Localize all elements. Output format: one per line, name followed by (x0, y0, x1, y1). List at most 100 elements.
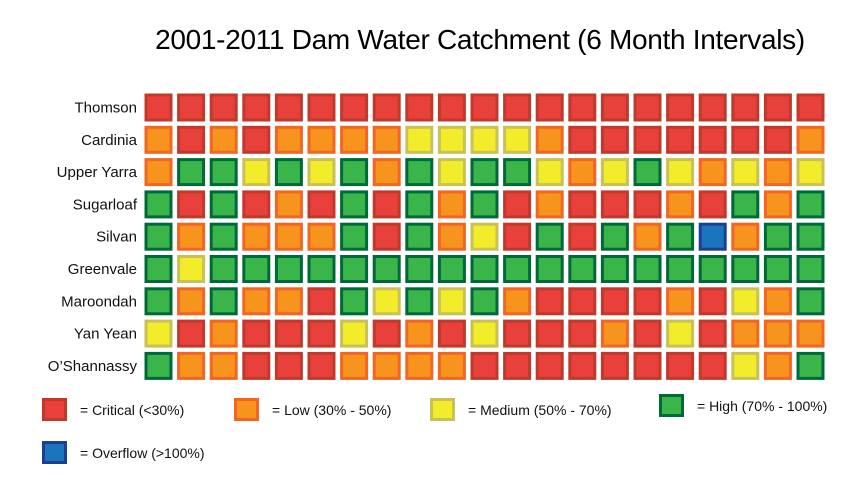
heatmap-cell (242, 158, 271, 187)
heatmap-cell (307, 190, 336, 219)
legend-swatch-low (234, 398, 259, 421)
heatmap-cell (600, 287, 629, 316)
legend-label-overflow: = Overflow (>100%) (80, 444, 205, 461)
heatmap-cell (763, 319, 792, 348)
heatmap-cell (666, 255, 695, 283)
heatmap-cell (535, 125, 564, 154)
heatmap-cell (535, 158, 564, 187)
heatmap-cell (274, 125, 303, 154)
heatmap-cell (340, 287, 369, 316)
heatmap-cell (437, 255, 466, 283)
heatmap-cell (405, 158, 434, 187)
heatmap-cell (274, 287, 303, 316)
heatmap-cell (568, 319, 597, 348)
heatmap-cell (470, 125, 499, 154)
heatmap-cell (666, 319, 695, 348)
heatmap-cell (731, 158, 760, 187)
heatmap-cell (698, 255, 727, 283)
heatmap-cell (274, 319, 303, 348)
heatmap-cell (698, 351, 727, 380)
heatmap-cell (144, 351, 173, 380)
heatmap-cell (796, 351, 825, 380)
heatmap-cell (437, 125, 466, 154)
heatmap-cell (731, 287, 760, 316)
heatmap-cell (698, 125, 727, 154)
heatmap-cell (470, 351, 499, 380)
heatmap-cell (568, 255, 597, 283)
heatmap-cell (666, 190, 695, 219)
heatmap-cell (405, 319, 434, 348)
heatmap-cell (503, 190, 532, 219)
heatmap-cell (144, 287, 173, 316)
heatmap-cell (763, 222, 792, 251)
heatmap-cell (274, 255, 303, 283)
heatmap-cell (633, 255, 662, 283)
heatmap-cell (340, 125, 369, 154)
heatmap-cell (731, 255, 760, 283)
heatmap-cell (372, 319, 401, 348)
heatmap-cell (731, 222, 760, 251)
heatmap-cell (372, 351, 401, 380)
heatmap-cell (568, 93, 597, 122)
heatmap-cell (274, 351, 303, 380)
heatmap-cell (405, 222, 434, 251)
heatmap-cell (503, 158, 532, 187)
heatmap-cell (144, 93, 173, 122)
heatmap-cell (731, 93, 760, 122)
legend-item-medium: = Medium (50% - 70%) (430, 398, 612, 421)
heatmap-cell (731, 319, 760, 348)
heatmap-cell (274, 190, 303, 219)
heatmap-cell (763, 190, 792, 219)
heatmap-cell (209, 287, 238, 316)
heatmap-cell (470, 158, 499, 187)
heatmap-cell (242, 190, 271, 219)
heatmap-cell (307, 255, 336, 283)
heatmap-cell (405, 287, 434, 316)
heatmap-cell (209, 319, 238, 348)
chart-title: 2001-2011 Dam Water Catchment (6 Month I… (155, 24, 805, 55)
heatmap-cell (209, 190, 238, 219)
heatmap-cell (600, 190, 629, 219)
heatmap-cell (242, 351, 271, 380)
heatmap-cell (568, 190, 597, 219)
heatmap-cell (535, 255, 564, 283)
row-label: Maroondah (61, 293, 137, 310)
heatmap-cell (177, 351, 206, 380)
legend-swatch-medium (430, 398, 455, 421)
heatmap-cell (307, 319, 336, 348)
legend-item-critical: = Critical (<30%) (42, 398, 184, 421)
heatmap-cell (666, 222, 695, 251)
heatmap-cell (666, 158, 695, 187)
heatmap-cell (274, 222, 303, 251)
heatmap-cell (144, 125, 173, 154)
heatmap-cell (796, 287, 825, 316)
heatmap-cell (372, 158, 401, 187)
heatmap-cell (666, 125, 695, 154)
heatmap-cell (763, 158, 792, 187)
heatmap-cell (503, 125, 532, 154)
row-label: Cardinia (81, 132, 138, 149)
heatmap-cell (600, 255, 629, 283)
heatmap-cell (144, 255, 173, 283)
heatmap-cell (307, 158, 336, 187)
heatmap-cell (405, 125, 434, 154)
heatmap-cell (340, 190, 369, 219)
heatmap-cell (763, 351, 792, 380)
heatmap-cell (535, 351, 564, 380)
legend-label-critical: = Critical (<30%) (80, 401, 185, 418)
heatmap-cell (698, 222, 727, 251)
heatmap-cell (763, 125, 792, 154)
heatmap-cell (633, 319, 662, 348)
heatmap-cell (340, 351, 369, 380)
heatmap-cell (177, 255, 206, 283)
row-label: Thomson (74, 100, 137, 117)
heatmap-cell (340, 255, 369, 283)
heatmap-cell (372, 125, 401, 154)
heatmap-cell (274, 93, 303, 122)
heatmap-cell (731, 190, 760, 219)
heatmap-cell (698, 93, 727, 122)
heatmap-cell (274, 158, 303, 187)
heatmap-cell (405, 255, 434, 283)
